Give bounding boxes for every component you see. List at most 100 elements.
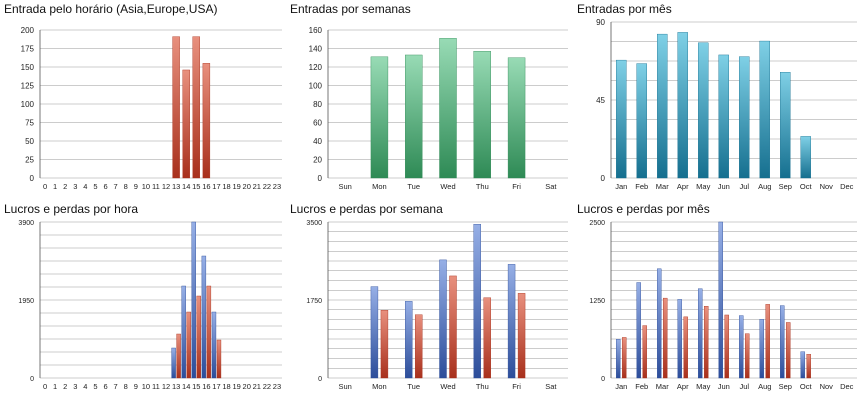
x-tick-label: Aug xyxy=(758,382,771,391)
y-tick-label: 80 xyxy=(313,100,322,109)
chart-title: Entrada pelo horário (Asia,Europe,USA) xyxy=(4,2,218,16)
bar xyxy=(657,268,662,379)
bar xyxy=(636,282,641,379)
x-tick-label: 20 xyxy=(243,182,251,191)
bar xyxy=(370,286,379,379)
y-tick-label: 0 xyxy=(30,174,35,183)
x-tick-label: Sat xyxy=(545,382,557,391)
y-tick-label: 0 xyxy=(318,174,323,183)
x-tick-label: 12 xyxy=(162,382,170,391)
y-tick-label: 25 xyxy=(25,156,34,165)
bar xyxy=(192,36,200,179)
y-tick-label: 150 xyxy=(21,63,35,72)
y-tick-label: 160 xyxy=(309,26,323,35)
x-tick-label: May xyxy=(696,382,710,391)
x-tick-label: 12 xyxy=(162,182,170,191)
y-tick-label: 120 xyxy=(309,63,323,72)
chart-panel-monthly-entries: Entradas por mês 0 45 90 Jan Feb Mar Apr May Jun… xyxy=(573,0,860,200)
bar xyxy=(622,337,627,379)
chart-title: Entradas por mês xyxy=(577,2,672,16)
chart-panel-weekly-entries: Entradas por semanas 0 20 40 60 80 100 120 140 1… xyxy=(286,0,573,200)
x-tick-label: 21 xyxy=(253,382,261,391)
bar xyxy=(171,347,176,379)
x-tick-label: Wed xyxy=(440,182,455,191)
x-tick-label: Dec xyxy=(840,182,854,191)
y-tick-label: 0 xyxy=(318,376,322,383)
x-tick-label: 2 xyxy=(63,382,67,391)
x-tick-label: 6 xyxy=(103,182,107,191)
x-tick-label: Mon xyxy=(372,182,387,191)
x-tick-label: 4 xyxy=(83,382,87,391)
x-tick-label: Jan xyxy=(615,182,627,191)
y-tick-label: 45 xyxy=(596,96,605,105)
bar xyxy=(759,40,770,179)
bar xyxy=(739,56,750,179)
bar xyxy=(380,310,389,379)
bar xyxy=(677,32,688,179)
x-tick-label: Jul xyxy=(739,382,749,391)
bar xyxy=(698,288,703,379)
y-tick-label: 1950 xyxy=(18,298,34,305)
y-tick-label: 0 xyxy=(601,174,606,183)
bar xyxy=(405,301,413,379)
x-tick-label: 16 xyxy=(202,182,210,191)
bar xyxy=(636,63,647,179)
bar xyxy=(806,354,811,379)
bar xyxy=(800,136,811,179)
monthly-entries-chart: 0 45 90 Jan Feb Mar Apr May Jun Jul Aug Sep Oct Nov De… xyxy=(596,18,857,191)
bar xyxy=(181,285,186,379)
x-tick-label: 5 xyxy=(93,182,97,191)
x-tick-label: 1 xyxy=(53,382,57,391)
bar xyxy=(415,314,423,379)
x-tick-label: 7 xyxy=(114,382,118,391)
x-tick-label: Oct xyxy=(800,182,813,191)
y-tick-label: 1250 xyxy=(589,298,605,305)
bar xyxy=(182,69,190,179)
bar xyxy=(780,305,785,379)
y-tick-label: 1750 xyxy=(306,298,322,305)
x-tick-label: 14 xyxy=(182,182,190,191)
bar xyxy=(765,304,770,379)
x-tick-label: Nov xyxy=(820,182,834,191)
x-tick-label: Tue xyxy=(407,182,420,191)
x-tick-label: 7 xyxy=(114,182,118,191)
bar xyxy=(739,315,744,379)
bar xyxy=(786,322,791,379)
x-tick-label: Mar xyxy=(656,182,669,191)
x-tick-label: Sun xyxy=(338,382,351,391)
x-tick-label: 17 xyxy=(212,382,220,391)
bar xyxy=(206,285,212,379)
x-tick-label: Jun xyxy=(718,182,730,191)
y-tick-label: 60 xyxy=(313,119,322,128)
x-tick-label: Feb xyxy=(635,382,648,391)
chart-panel-hourly-entries: Entrada pelo horário (Asia,Europe,USA) 0… xyxy=(0,0,286,200)
x-tick-label: 4 xyxy=(83,182,87,191)
y-tick-label: 0 xyxy=(601,376,605,383)
x-tick-label: 16 xyxy=(202,382,210,391)
x-tick-label: Fri xyxy=(512,182,521,191)
y-tick-label: 90 xyxy=(596,18,605,27)
x-tick-label: 11 xyxy=(152,382,160,391)
y-tick-label: 75 xyxy=(25,119,34,128)
chart-title: Lucros e perdas por mês xyxy=(577,202,710,216)
chart-panel-monthly-profit-loss: Lucros e perdas por mês 0 1250 2500 Jan Feb M… xyxy=(573,200,860,400)
y-tick-label: 3500 xyxy=(306,220,322,227)
bar xyxy=(176,333,181,379)
y-tick-label: 50 xyxy=(25,137,34,146)
x-tick-label: 13 xyxy=(172,382,180,391)
bar xyxy=(507,264,516,379)
x-tick-label: Thu xyxy=(476,182,489,191)
x-tick-label: 11 xyxy=(152,182,160,191)
y-tick-label: 200 xyxy=(21,26,35,35)
bar xyxy=(211,311,217,379)
x-tick-label: Mon xyxy=(372,382,387,391)
chart-panel-weekly-profit-loss: Lucros e perdas por semana 0 1750 3500 Sun M… xyxy=(286,200,573,400)
chart-title: Lucros e perdas por hora xyxy=(4,202,139,216)
x-tick-label: 18 xyxy=(222,182,230,191)
bar xyxy=(745,333,750,379)
monthly-profit-loss-chart: 0 1250 2500 Jan Feb Mar Apr May Jun Jul Aug Sep Oct N… xyxy=(589,220,857,391)
x-tick-label: 21 xyxy=(253,182,261,191)
x-tick-label: 5 xyxy=(93,382,97,391)
chart-title: Entradas por semanas xyxy=(290,2,411,16)
